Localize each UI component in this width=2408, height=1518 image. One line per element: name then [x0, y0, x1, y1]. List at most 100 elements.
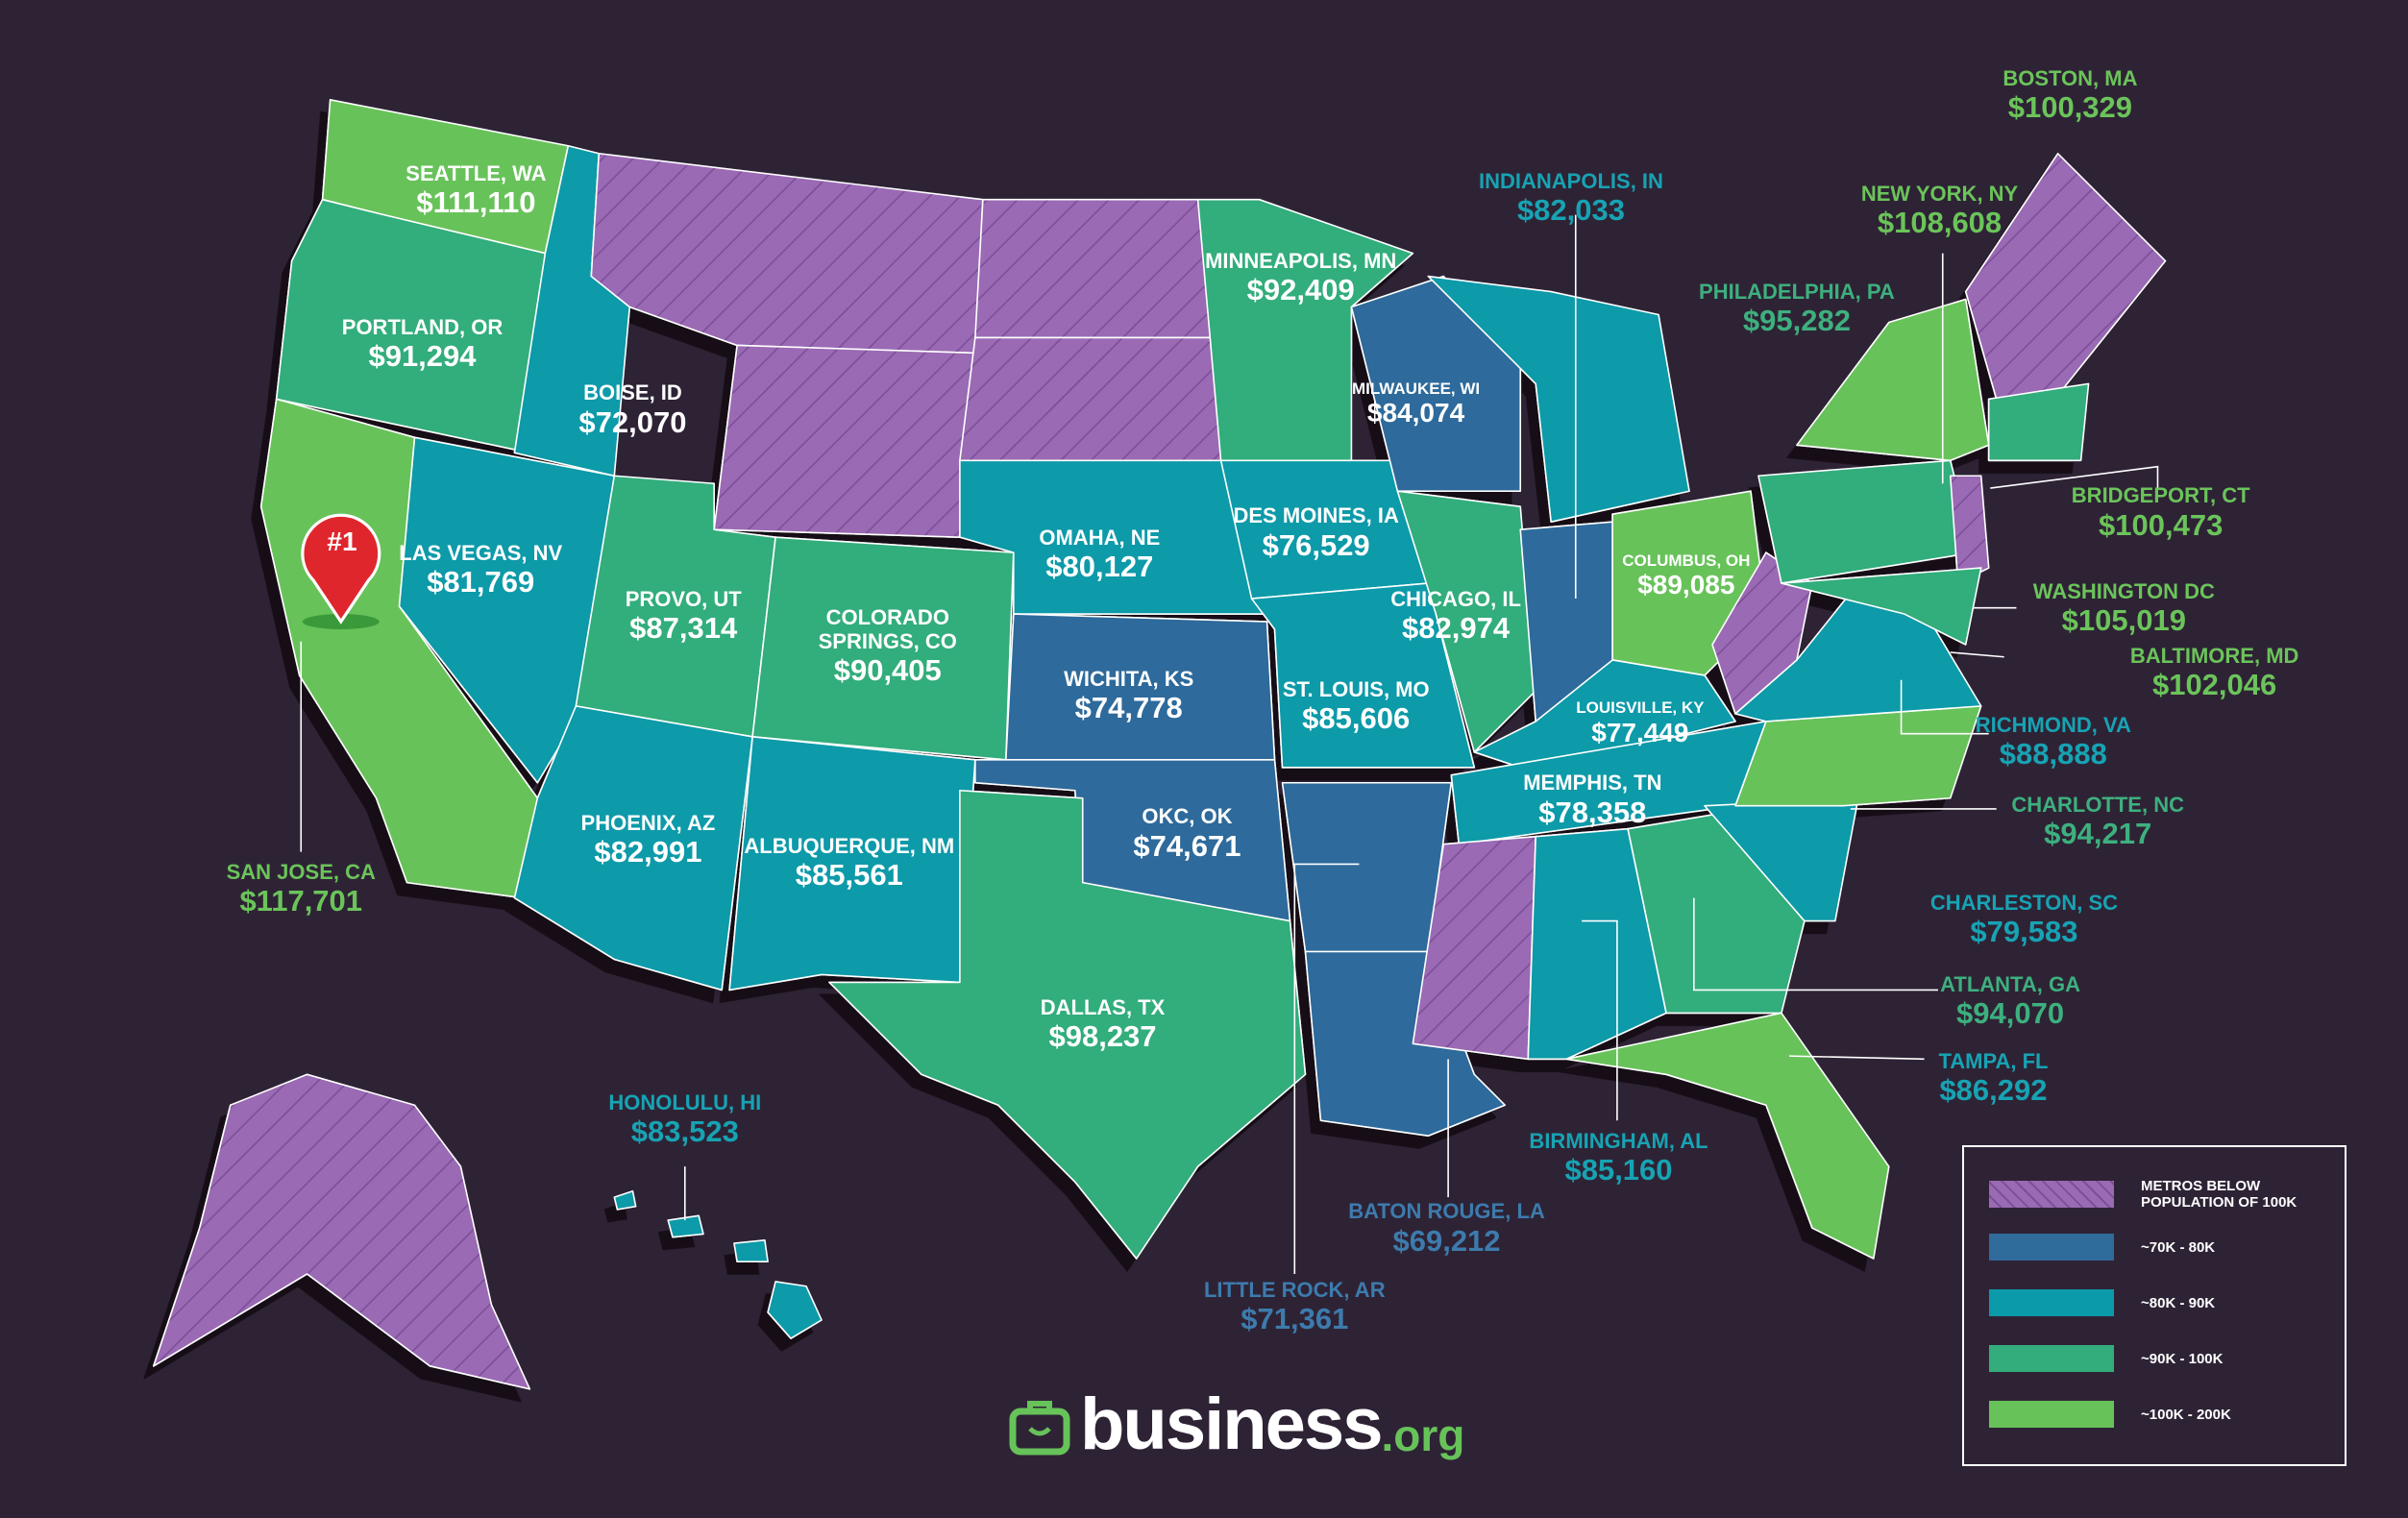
legend-label: ~80K - 90K	[2141, 1294, 2216, 1311]
legend-item: ~80K - 90K	[1989, 1289, 2333, 1316]
city-label: LAS VEGAS, NV $81,769	[399, 541, 562, 600]
city-name: MINNEAPOLIS, MN	[1205, 248, 1397, 273]
city-name: HONOLULU, HI	[608, 1090, 762, 1114]
salary: $74,671	[1133, 828, 1241, 863]
city-name: WASHINGTON DC	[2032, 578, 2215, 603]
salary: $98,237	[1048, 1018, 1157, 1053]
city-label: BATON ROUGE, LA $69,212	[1348, 1199, 1545, 1258]
logo-icon	[1009, 1401, 1070, 1456]
city-name: DES MOINES, IA	[1233, 503, 1399, 528]
city-name: ALBUQUERQUE, NM	[744, 833, 955, 858]
salary: $108,608	[1877, 205, 2003, 239]
city-name: MILWAUKEE, WI	[1351, 379, 1481, 398]
city-name: BIRMINGHAM, AL	[1529, 1128, 1708, 1153]
city-label: OKC, OK $74,671	[1133, 804, 1241, 863]
city-label: OMAHA, NE $80,127	[1039, 526, 1160, 584]
city-name: PROVO, UT	[625, 586, 742, 611]
salary: $85,561	[795, 858, 903, 893]
salary: $105,019	[2061, 602, 2186, 637]
city-name: CHARLOTTE, NC	[2011, 792, 2184, 817]
city-label: HONOLULU, HI $83,523	[608, 1090, 761, 1149]
city-name: TAMPA, FL	[1938, 1048, 2049, 1073]
salary: $111,110	[416, 185, 536, 220]
leader-lines	[300, 214, 2159, 1274]
salary: $72,070	[578, 404, 687, 439]
legend-item: ~90K - 100K	[1989, 1345, 2333, 1372]
city-name: COLUMBUS, OH	[1622, 551, 1751, 570]
salary: $92,409	[1246, 273, 1355, 307]
salary: $71,361	[1241, 1302, 1349, 1335]
salary: $69,212	[1392, 1223, 1501, 1258]
legend-swatch	[1989, 1401, 2114, 1428]
salary: $83,523	[630, 1114, 739, 1149]
city-name: SAN JOSE, CA	[226, 860, 376, 884]
logo-name: business	[1080, 1383, 1383, 1465]
legend-item: ~100K - 200K	[1989, 1401, 2333, 1428]
city-label: COLUMBUS, OH $89,085	[1622, 551, 1750, 601]
city-name: INDIANAPOLIS, IN	[1479, 168, 1663, 193]
logo-suffix: .org	[1381, 1410, 1465, 1460]
city-name: CHARLESTON, SC	[1929, 890, 2119, 915]
city-name: RICHMOND, VA	[1975, 712, 2131, 737]
legend-label: ~70K - 80K	[2141, 1238, 2216, 1256]
salary: $91,294	[368, 338, 477, 373]
salary: $90,405	[833, 653, 942, 688]
salary: $117,701	[239, 884, 363, 918]
city-name: PHOENIX, AZ	[580, 810, 716, 835]
salary: $94,217	[2044, 816, 2152, 850]
city-name: LOUISVILLE, KY	[1576, 698, 1705, 718]
salary: $85,160	[1564, 1152, 1673, 1187]
city-label: PHILADELPHIA, PA $95,282	[1699, 280, 1895, 338]
city-label: TAMPA, FL $86,292	[1938, 1049, 2048, 1108]
city-label: COLORADO SPRINGS, CO $90,405	[788, 605, 988, 688]
city-name: BALTIMORE, MD	[2129, 643, 2299, 668]
city-name: BOSTON, MA	[2003, 65, 2138, 90]
city-label: WICHITA, KS $74,778	[1064, 667, 1193, 725]
city-name: ST. LOUIS, MO	[1282, 676, 1430, 701]
legend-label: METROS BELOW POPULATION OF 100K	[2141, 1178, 2297, 1211]
city-name: COLORADO SPRINGS, CO	[818, 604, 957, 653]
marker-label: #1	[327, 526, 357, 556]
city-label: PHOENIX, AZ $82,991	[581, 811, 716, 869]
city-label: MILWAUKEE, WI $84,074	[1352, 380, 1480, 429]
city-label: PROVO, UT $87,314	[626, 587, 742, 646]
salary: $100,473	[2099, 507, 2224, 542]
salary: $88,888	[1999, 736, 2107, 771]
salary: $77,449	[1591, 717, 1689, 747]
city-label: NEW YORK, NY $108,608	[1861, 182, 2018, 240]
salary: $84,074	[1366, 398, 1465, 428]
city-name: DALLAS, TX	[1040, 994, 1166, 1019]
city-label: BRIDGEPORT, CT $100,473	[2072, 483, 2250, 542]
legend-swatch	[1989, 1345, 2114, 1372]
salary: $100,329	[2007, 90, 2133, 125]
city-label: PORTLAND, OR $91,294	[342, 315, 503, 374]
states	[153, 99, 2167, 1390]
salary: $76,529	[1262, 527, 1370, 562]
city-name: SEATTLE, WA	[405, 160, 547, 185]
legend-label: ~90K - 100K	[2141, 1350, 2224, 1367]
city-name: BRIDGEPORT, CT	[2071, 483, 2250, 508]
city-label: RICHMOND, VA $88,888	[1976, 713, 2131, 771]
legend-swatch	[1989, 1289, 2114, 1316]
legend: METROS BELOW POPULATION OF 100K ~70K - 80…	[1962, 1145, 2347, 1466]
city-name: LITTLE ROCK, AR	[1203, 1277, 1386, 1302]
city-label: DALLAS, TX $98,237	[1041, 995, 1166, 1054]
city-label: INDIANAPOLIS, IN $82,033	[1479, 169, 1663, 228]
city-label: SAN JOSE, CA $117,701	[227, 860, 376, 918]
city-name: ATLANTA, GA	[1940, 971, 2080, 996]
city-label: MINNEAPOLIS, MN $92,409	[1205, 249, 1396, 307]
salary: $79,583	[1970, 915, 2078, 949]
legend-swatch	[1989, 1181, 2114, 1208]
city-name: LAS VEGAS, NV	[399, 540, 563, 565]
salary: $86,292	[1939, 1072, 2048, 1107]
city-label: WASHINGTON DC $105,019	[2033, 579, 2215, 638]
city-label: CHICAGO, IL $82,974	[1390, 587, 1521, 646]
city-label: MEMPHIS, TN $78,358	[1523, 771, 1661, 829]
city-name: NEW YORK, NY	[1860, 181, 2019, 206]
salary: $89,085	[1637, 570, 1735, 600]
city-label: ST. LOUIS, MO $85,606	[1283, 677, 1430, 736]
legend-item: ~70K - 80K	[1989, 1234, 2333, 1261]
city-label: BOSTON, MA $100,329	[2003, 66, 2137, 125]
